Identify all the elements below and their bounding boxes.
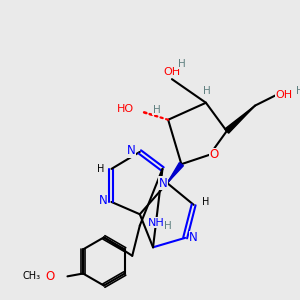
Text: N: N xyxy=(189,231,198,244)
Text: H: H xyxy=(97,164,104,174)
Text: HO: HO xyxy=(116,104,134,114)
Text: H: H xyxy=(153,105,161,115)
Text: H: H xyxy=(164,220,172,231)
Text: H: H xyxy=(296,86,300,96)
Text: OH: OH xyxy=(164,67,181,77)
Polygon shape xyxy=(225,106,255,133)
Text: OH: OH xyxy=(275,90,292,100)
Text: N: N xyxy=(99,194,107,207)
Text: H: H xyxy=(203,86,211,96)
Text: N: N xyxy=(127,144,136,157)
Text: O: O xyxy=(209,148,219,161)
Text: H: H xyxy=(178,58,186,69)
Text: O: O xyxy=(46,270,55,283)
Polygon shape xyxy=(167,163,183,183)
Text: NH: NH xyxy=(148,218,165,228)
Text: CH₃: CH₃ xyxy=(22,271,40,281)
Text: H: H xyxy=(202,197,209,207)
Text: N: N xyxy=(159,177,167,190)
